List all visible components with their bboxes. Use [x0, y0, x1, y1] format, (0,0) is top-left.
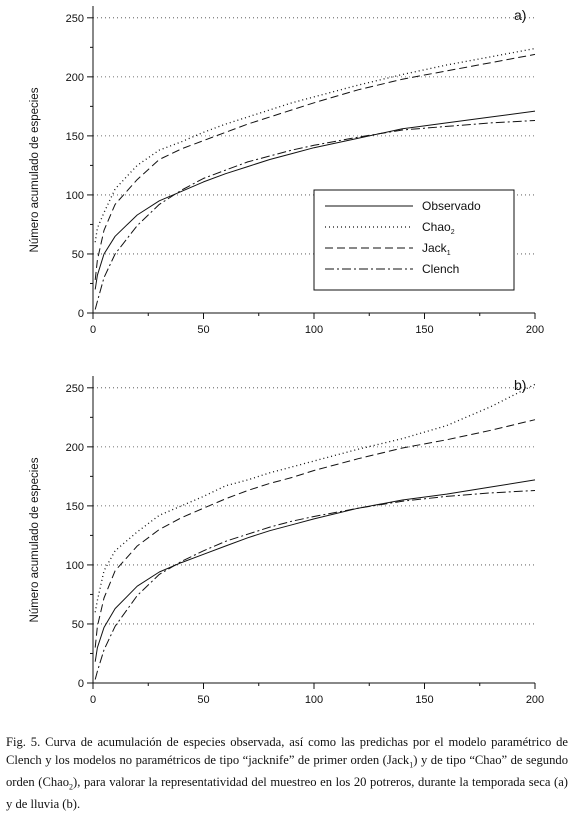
panel-a-ytick-label-150: 150 — [66, 131, 84, 143]
panel-b-gridlines — [93, 387, 535, 625]
caption-line-3a-sub: 1 — [409, 760, 414, 770]
legend-label-observado: Observado — [422, 199, 481, 213]
panel-a-xtick-label-0: 0 — [90, 324, 96, 336]
caption-line-1: Fig. 5. Curva de acumulación de especies… — [6, 735, 487, 749]
panel-a-ytick-label-250: 250 — [66, 13, 84, 25]
panel-b: 0 50 100 150 200 250 0 50 100 150 200 b) Número ac… — [29, 376, 544, 706]
panel-a-ytick-label-50: 50 — [72, 249, 84, 261]
panel-a-label: a) — [514, 7, 526, 23]
panel-b-series-clench — [94, 490, 536, 680]
panel-b-series-chao2 — [94, 383, 536, 613]
figure-caption: Fig. 5. Curva de acumulación de especies… — [6, 734, 568, 813]
caption-line-3b-sub: 2 — [69, 782, 74, 792]
panel-b-series — [94, 383, 536, 680]
panel-a-xtick-label-50: 50 — [197, 324, 209, 336]
panel-b-xtick-label-0: 0 — [90, 694, 96, 706]
panel-b-label: b) — [514, 377, 526, 393]
panel-b-ylabel: Número acumulado de especies — [29, 457, 41, 622]
panel-b-xtick-label-100: 100 — [305, 694, 323, 706]
panel-a-ylabel: Número acumulado de especies — [29, 87, 41, 252]
panel-b-xtick-label-200: 200 — [526, 694, 544, 706]
legend-label-jack1-main: Jack — [422, 241, 448, 255]
legend-label-jack1-sub: 1 — [447, 250, 451, 257]
caption-line-3c: ), para valorar la representatividad del — [73, 774, 267, 789]
panel-a-xtick-label-150: 150 — [415, 324, 433, 336]
panel-a-xtick-label-100: 100 — [305, 324, 323, 336]
panel-a-series-observado — [94, 110, 536, 290]
caption-line-2: paramétrico de Clench y los modelos no p… — [6, 735, 568, 767]
legend: Observado Chao2 Jack1 Clench — [313, 189, 515, 291]
panel-b-xtick-label-50: 50 — [197, 694, 209, 706]
panel-a-ticks: 0 50 100 150 200 250 0 50 100 150 200 — [66, 13, 545, 336]
legend-label-chao2-main: Chao — [422, 220, 451, 234]
panel-a-series-chao2 — [94, 47, 536, 243]
panel-b-series-observado — [94, 479, 536, 662]
legend-label-chao2-sub: 2 — [451, 229, 455, 236]
panel-b-ytick-label-250: 250 — [66, 383, 84, 395]
legend-label-clench: Clench — [422, 262, 459, 276]
panel-b-ticks: 0 50 100 150 200 250 0 50 100 150 200 — [66, 383, 545, 706]
panel-a-ytick-label-0: 0 — [78, 308, 84, 320]
caption-line-3b: ) y de tipo “Chao” de segundo orden (Cha… — [6, 752, 568, 789]
panel-b-xtick-label-150: 150 — [415, 694, 433, 706]
panel-a-series-clench — [94, 120, 536, 310]
panel-a-ytick-label-200: 200 — [66, 72, 84, 84]
panel-a: 0 50 100 150 200 250 0 50 100 150 200 a) Número ac… — [29, 6, 544, 336]
panel-b-ytick-label-150: 150 — [66, 501, 84, 513]
panel-b-ytick-label-200: 200 — [66, 442, 84, 454]
panel-b-ytick-label-100: 100 — [66, 560, 84, 572]
legend-box — [313, 189, 515, 291]
panel-b-ytick-label-0: 0 — [78, 678, 84, 690]
panel-a-series — [94, 47, 536, 310]
panel-a-series-jack1 — [94, 53, 536, 280]
panel-b-ytick-label-50: 50 — [72, 619, 84, 631]
panel-b-frame — [92, 376, 535, 684]
panel-a-xtick-label-200: 200 — [526, 324, 544, 336]
caption-line-4: muestreo en los 20 potreros, durante la … — [6, 774, 568, 811]
panel-b-series-jack1 — [94, 419, 536, 648]
panel-a-ytick-label-100: 100 — [66, 190, 84, 202]
legend-label-jack1: Jack1 — [422, 241, 451, 257]
caption-line-3a: (Jack — [382, 752, 410, 767]
legend-label-chao2: Chao2 — [422, 220, 455, 236]
